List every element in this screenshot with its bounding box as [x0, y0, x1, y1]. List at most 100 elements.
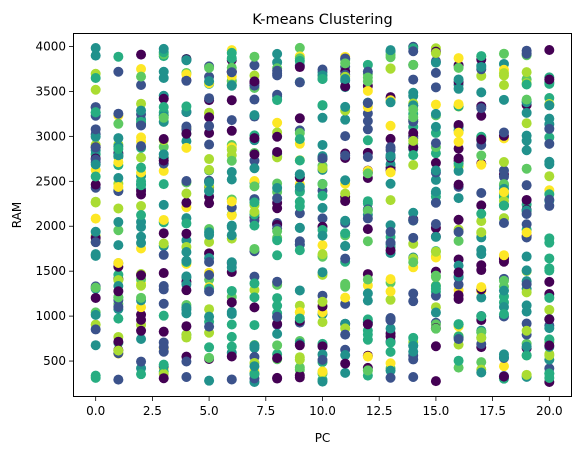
data-point — [476, 357, 487, 368]
data-point — [249, 292, 260, 303]
data-point — [362, 115, 373, 126]
data-point — [294, 245, 305, 256]
data-point — [317, 213, 328, 224]
data-point — [362, 213, 373, 224]
data-point — [476, 159, 487, 170]
data-point — [317, 112, 328, 123]
data-point — [385, 286, 396, 297]
x-tick-label: 20.0 — [536, 404, 563, 418]
data-point — [453, 74, 464, 85]
data-point — [476, 292, 487, 303]
data-point — [453, 193, 464, 204]
data-point — [317, 366, 328, 377]
data-point — [453, 165, 464, 176]
data-point — [136, 141, 147, 152]
data-point — [272, 182, 283, 193]
data-point — [181, 75, 192, 86]
data-point — [294, 169, 305, 180]
data-point — [136, 334, 147, 345]
data-point — [408, 257, 419, 268]
data-point — [294, 42, 305, 53]
data-point — [362, 124, 373, 135]
x-tick-label: 2.5 — [143, 404, 162, 418]
data-point — [294, 354, 305, 365]
data-point — [317, 190, 328, 201]
data-point — [340, 329, 351, 340]
data-point — [476, 208, 487, 219]
data-point — [90, 159, 101, 170]
data-point — [249, 361, 260, 372]
data-point — [90, 179, 101, 190]
data-point — [113, 345, 124, 356]
data-point — [249, 368, 260, 379]
data-point — [226, 341, 237, 352]
data-point — [158, 179, 169, 190]
data-point — [294, 208, 305, 219]
data-point — [476, 249, 487, 260]
data-point — [476, 150, 487, 161]
y-tick-label: 4000 — [35, 39, 66, 53]
y-tick-label: 500 — [43, 354, 66, 368]
data-point — [90, 213, 101, 224]
data-point — [181, 228, 192, 239]
data-point — [136, 314, 147, 325]
data-point — [272, 117, 283, 128]
data-point — [544, 304, 555, 315]
data-point — [317, 163, 328, 174]
data-point — [226, 331, 237, 342]
data-point — [476, 332, 487, 343]
data-point — [385, 45, 396, 56]
data-point — [362, 168, 373, 179]
data-point — [430, 270, 441, 281]
data-point — [408, 288, 419, 299]
data-point — [158, 298, 169, 309]
data-point — [408, 215, 419, 226]
data-point — [521, 208, 532, 219]
data-point — [385, 323, 396, 334]
data-point — [249, 133, 260, 144]
data-point — [430, 99, 441, 110]
data-point — [340, 215, 351, 226]
data-point — [430, 82, 441, 93]
data-point — [340, 131, 351, 142]
data-point — [158, 214, 169, 225]
data-point — [544, 292, 555, 303]
data-point — [453, 226, 464, 237]
data-point — [158, 284, 169, 295]
data-point — [136, 292, 147, 303]
data-point — [340, 101, 351, 112]
data-point — [226, 319, 237, 330]
data-point — [430, 341, 441, 352]
data-point — [498, 187, 509, 198]
data-point — [317, 376, 328, 387]
data-point — [181, 255, 192, 266]
data-point — [453, 362, 464, 373]
data-point — [272, 226, 283, 237]
data-point — [90, 372, 101, 383]
y-tick-label: 1000 — [35, 309, 66, 323]
data-point — [90, 309, 101, 320]
data-point — [385, 63, 396, 74]
data-point — [430, 231, 441, 242]
data-point — [294, 77, 305, 88]
data-point — [430, 307, 441, 318]
data-point — [294, 134, 305, 145]
y-tick-label: 2500 — [35, 174, 66, 188]
data-point — [136, 200, 147, 211]
data-point — [272, 95, 283, 106]
data-point — [181, 247, 192, 258]
data-point — [385, 167, 396, 178]
data-point — [544, 100, 555, 111]
data-point — [249, 278, 260, 289]
data-point — [158, 134, 169, 144]
data-point — [136, 64, 147, 75]
data-point — [430, 108, 441, 119]
data-point — [544, 44, 555, 55]
data-point — [226, 47, 237, 58]
data-point — [385, 358, 396, 369]
data-point — [498, 157, 509, 168]
data-point — [340, 58, 351, 69]
data-point — [181, 197, 192, 208]
data-point — [226, 210, 237, 221]
data-point — [362, 236, 373, 247]
